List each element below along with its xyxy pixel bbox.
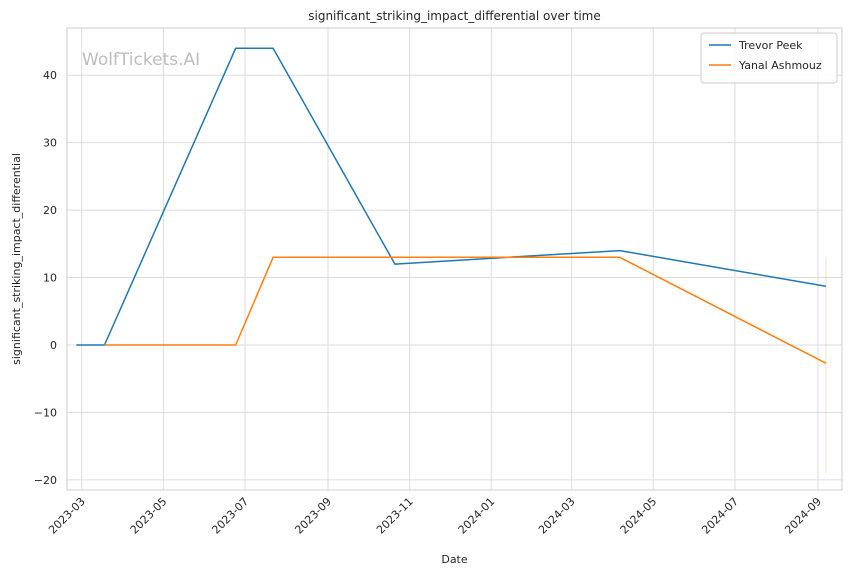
x-tick-label: 2023-07 xyxy=(209,495,251,537)
x-tick-label: 2023-11 xyxy=(374,495,416,537)
y-tick-label: 40 xyxy=(43,69,57,82)
x-tick-label: 2023-05 xyxy=(128,495,170,537)
grid xyxy=(67,28,842,490)
x-tick-label: 2024-05 xyxy=(618,495,660,537)
legend-box xyxy=(700,32,838,84)
x-tick-labels: 2023-03 2023-05 2023-07 2023-09 2023-11 2024-… xyxy=(46,495,824,537)
y-tick-labels: −20 −10 0 10 20 30 40 xyxy=(34,69,57,487)
x-tick-label: 2024-09 xyxy=(782,495,824,537)
series-lines xyxy=(76,47,827,364)
x-tick-label: 2023-03 xyxy=(46,495,88,537)
plot-area xyxy=(66,27,843,491)
x-tick-label: 2023-09 xyxy=(292,495,334,537)
y-tick-label: 20 xyxy=(43,204,57,217)
chart-title: significant_striking_impact_differential… xyxy=(308,9,600,23)
y-tick-label: −10 xyxy=(34,406,57,419)
y-tick-label: 30 xyxy=(43,137,57,150)
legend-label: Yanal Ashmouz xyxy=(738,59,822,72)
legend-label: Trevor Peek xyxy=(738,39,803,52)
y-tick-label: 0 xyxy=(50,339,57,352)
series-line-2 xyxy=(104,256,827,364)
y-tick-label: 10 xyxy=(43,272,57,285)
x-tick-label: 2024-03 xyxy=(536,495,578,537)
y-axis-title: significant_striking_impact_differential xyxy=(10,153,23,365)
y-tick-label: −20 xyxy=(34,474,57,487)
series-line-1 xyxy=(76,47,827,346)
x-tick-label: 2024-07 xyxy=(699,495,741,537)
x-axis-title: Date xyxy=(441,553,468,566)
legend: Trevor Peek Yanal Ashmouz xyxy=(700,32,838,84)
x-tick-label: 2024-01 xyxy=(456,495,498,537)
watermark: WolfTickets.AI xyxy=(82,50,200,70)
